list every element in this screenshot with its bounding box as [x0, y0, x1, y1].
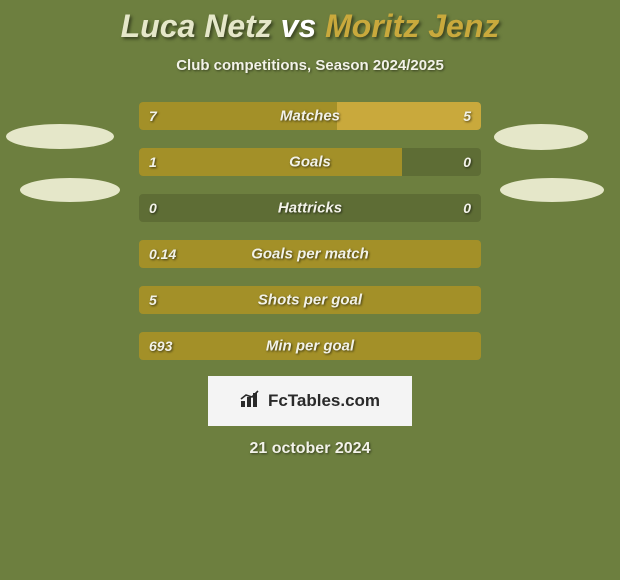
stat-label: Matches: [280, 108, 340, 125]
bar-right: [337, 102, 481, 130]
stat-value-left: 5: [149, 292, 157, 308]
stat-label: Goals per match: [251, 246, 369, 263]
subtitle: Club competitions, Season 2024/2025: [0, 57, 620, 74]
stat-row: 693 Min per goal: [139, 332, 481, 360]
comparison-infographic: Luca Netz vs Moritz Jenz Club competitio…: [0, 0, 620, 580]
stat-value-left: 0.14: [149, 246, 176, 262]
stat-value-left: 1: [149, 154, 157, 170]
player-marker-ellipse: [500, 178, 604, 202]
stat-label: Hattricks: [278, 200, 342, 217]
stat-row: 0 Hattricks 0: [139, 194, 481, 222]
title-player1: Luca Netz: [121, 8, 272, 44]
stat-value-right: 0: [463, 154, 471, 170]
title-vs: vs: [272, 8, 325, 44]
stat-label: Goals: [289, 154, 331, 171]
stat-value-left: 7: [149, 108, 157, 124]
player-marker-ellipse: [6, 124, 114, 149]
stat-row: 0.14 Goals per match: [139, 240, 481, 268]
stat-value-right: 5: [463, 108, 471, 124]
stat-row: 7 Matches 5: [139, 102, 481, 130]
chart-icon: [240, 390, 262, 412]
player-marker-ellipse: [20, 178, 120, 202]
stat-value-left: 0: [149, 200, 157, 216]
player-marker-ellipse: [494, 124, 588, 150]
stat-value-right: 0: [463, 200, 471, 216]
stat-value-left: 693: [149, 338, 172, 354]
stats-column: 7 Matches 5 1 Goals 0 0 Hattricks 0 0.14 Goals per…: [139, 102, 481, 360]
date-label: 21 october 2024: [0, 440, 620, 458]
bar-left: [139, 148, 402, 176]
stat-row: 5 Shots per goal: [139, 286, 481, 314]
logo-text: FcTables.com: [268, 391, 380, 411]
stat-row: 1 Goals 0: [139, 148, 481, 176]
stat-label: Shots per goal: [258, 292, 362, 309]
logo-badge: FcTables.com: [208, 376, 412, 426]
stat-label: Min per goal: [266, 338, 354, 355]
title-player2: Moritz Jenz: [325, 8, 499, 44]
page-title: Luca Netz vs Moritz Jenz: [0, 8, 620, 45]
